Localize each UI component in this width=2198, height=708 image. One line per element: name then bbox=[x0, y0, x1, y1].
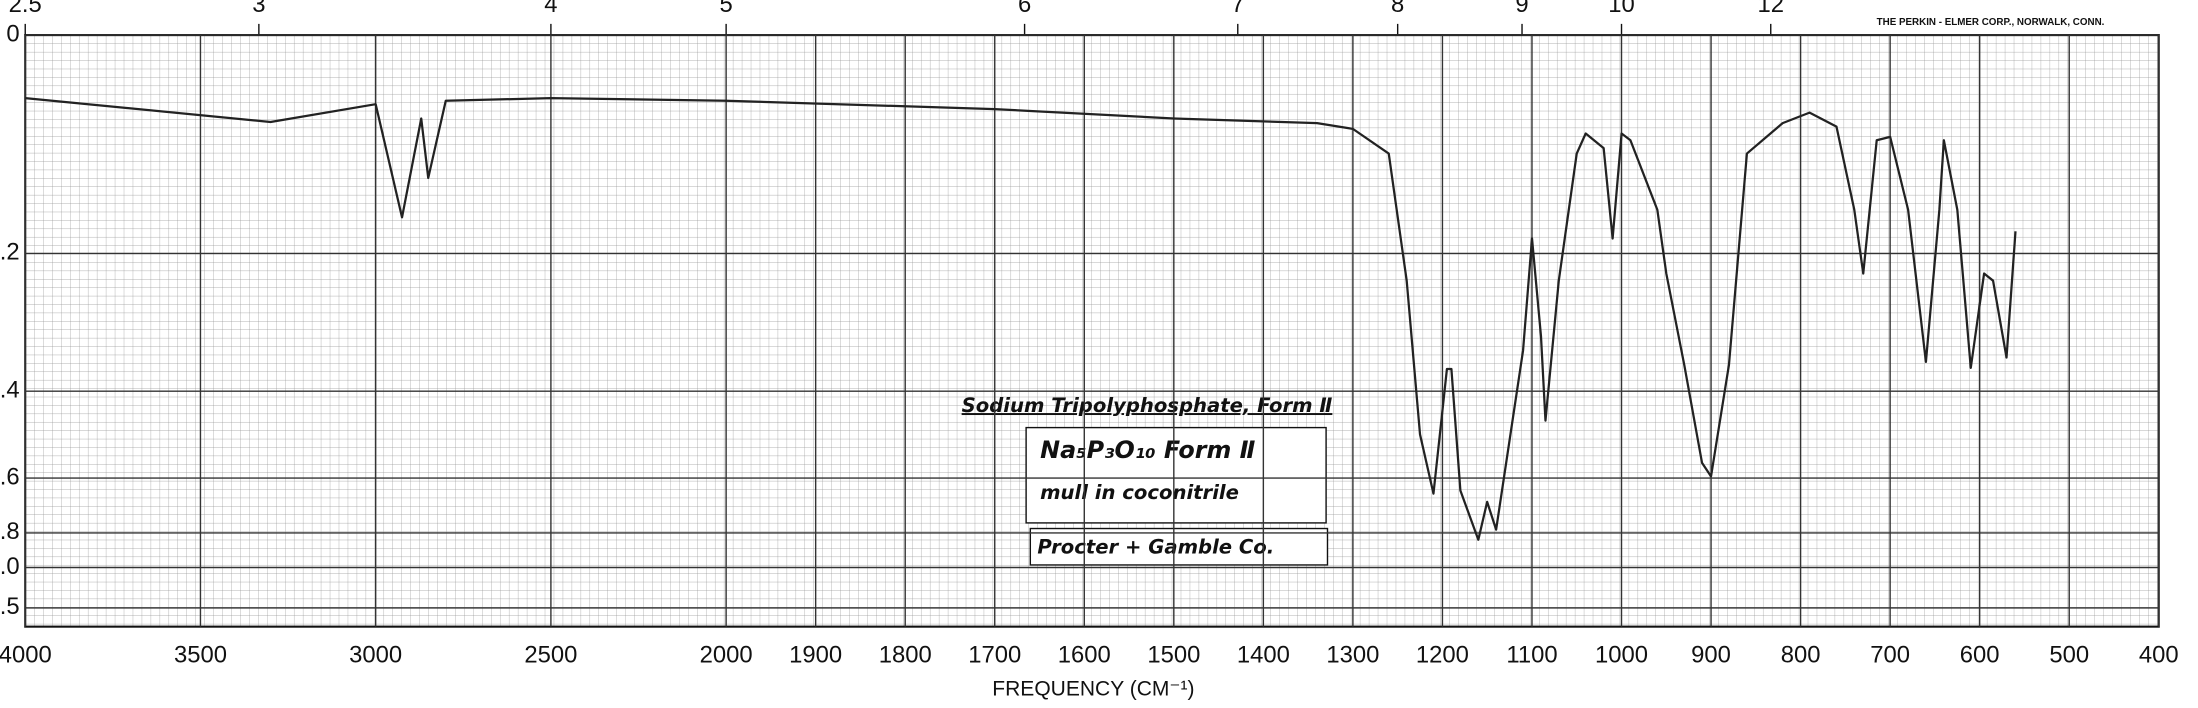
y-tick-label: 0 bbox=[6, 20, 19, 47]
x-tick-label: 400 bbox=[2139, 641, 2179, 668]
x-tick-label: 1500 bbox=[1147, 641, 1200, 668]
top-tick-label: 2.5 bbox=[9, 0, 42, 18]
y-tick-label: 1.0 bbox=[0, 553, 20, 580]
annotation: mull in coconitrile bbox=[1040, 481, 1239, 504]
x-axis-label: FREQUENCY (CM⁻¹) bbox=[992, 677, 1194, 700]
spectrum-line bbox=[25, 97, 2017, 541]
x-tick-label: 800 bbox=[1781, 641, 1821, 668]
x-tick-label: 1700 bbox=[968, 641, 1021, 668]
annotation-box bbox=[1025, 426, 1327, 524]
y-tick-label: 1.5 bbox=[0, 593, 20, 620]
annotation-box bbox=[1029, 527, 1329, 566]
annotation: Na₅P₃O₁₀ Form Ⅱ bbox=[1040, 436, 1255, 464]
top-tick-label: 9 bbox=[1515, 0, 1528, 18]
top-tick-label: 7 bbox=[1231, 0, 1244, 18]
x-tick-label: 2000 bbox=[700, 641, 753, 668]
x-tick-label: 500 bbox=[2049, 641, 2089, 668]
annotation: Procter + Gamble Co. bbox=[1037, 536, 1274, 559]
x-tick-label: 2500 bbox=[524, 641, 577, 668]
top-tick-label: 4 bbox=[544, 0, 557, 18]
y-tick-label: .6 bbox=[0, 463, 20, 490]
x-tick-label: 600 bbox=[1960, 641, 2000, 668]
x-tick-label: 1800 bbox=[879, 641, 932, 668]
x-tick-label: 1400 bbox=[1237, 641, 1290, 668]
y-tick-label: .4 bbox=[0, 376, 20, 403]
x-tick-label: 700 bbox=[1870, 641, 1910, 668]
x-tick-label: 1100 bbox=[1506, 641, 1557, 668]
top-tick-label: 6 bbox=[1018, 0, 1031, 18]
y-tick-label: .8 bbox=[0, 518, 20, 545]
x-tick-label: 3000 bbox=[349, 641, 402, 668]
x-tick-label: 4000 bbox=[0, 641, 52, 668]
top-tick-label: 8 bbox=[1391, 0, 1404, 18]
annotation: Sodium Tripolyphosphate, Form Ⅱ bbox=[962, 394, 1333, 417]
top-tick-label: 5 bbox=[719, 0, 732, 18]
top-tick-label: 12 bbox=[1757, 0, 1784, 18]
x-tick-label: 3500 bbox=[174, 641, 227, 668]
x-tick-label: 1600 bbox=[1058, 641, 1111, 668]
top-tick-label: 3 bbox=[252, 0, 265, 18]
x-tick-label: 1000 bbox=[1595, 641, 1648, 668]
top-tick-label: 10 bbox=[1608, 0, 1635, 18]
x-tick-label: 1200 bbox=[1416, 641, 1469, 668]
x-tick-label: 900 bbox=[1691, 641, 1731, 668]
y-tick-label: .2 bbox=[0, 239, 20, 266]
credit: THE PERKIN - ELMER CORP., NORWALK, CONN. bbox=[1877, 17, 2105, 28]
x-tick-label: 1300 bbox=[1326, 641, 1379, 668]
x-tick-label: 1900 bbox=[789, 641, 842, 668]
